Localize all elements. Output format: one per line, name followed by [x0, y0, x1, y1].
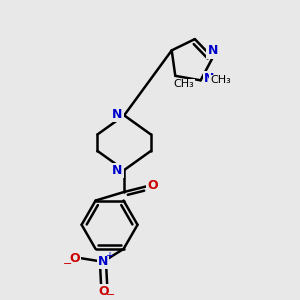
Text: N: N: [208, 44, 218, 57]
Text: N: N: [112, 164, 123, 177]
Text: +: +: [105, 251, 113, 261]
Text: CH₃: CH₃: [173, 80, 194, 89]
Text: O: O: [147, 179, 158, 192]
Text: −: −: [63, 259, 73, 269]
Text: CH₃: CH₃: [210, 75, 231, 85]
Text: N: N: [98, 255, 108, 268]
Text: O: O: [99, 285, 110, 298]
Text: N: N: [204, 72, 214, 85]
Text: O: O: [69, 252, 80, 265]
Text: −: −: [106, 290, 115, 300]
Text: N: N: [112, 108, 123, 121]
